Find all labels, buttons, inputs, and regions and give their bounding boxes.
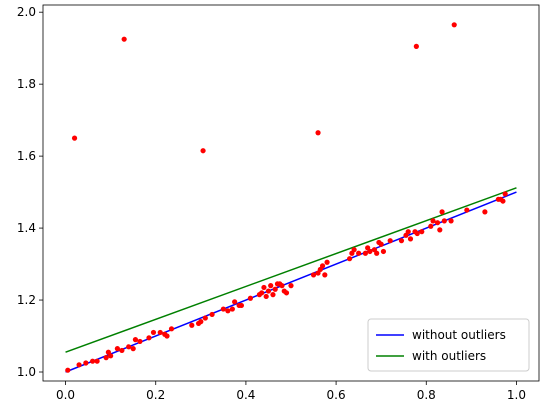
y-tick-label: 1.2	[17, 293, 36, 307]
data-point	[451, 22, 457, 28]
data-point	[279, 283, 285, 289]
data-point	[209, 311, 215, 318]
y-tick-label: 1.4	[17, 221, 36, 235]
data-point	[65, 367, 71, 373]
data-point	[130, 346, 136, 352]
data-point	[114, 346, 120, 352]
x-tick-label: 0.2	[146, 388, 165, 402]
data-point	[150, 329, 157, 336]
data-point	[374, 250, 380, 256]
x-tick-label: 0.0	[56, 388, 75, 402]
x-tick-label: 0.4	[236, 388, 255, 402]
data-point	[200, 148, 206, 154]
data-point	[437, 227, 443, 233]
data-point	[439, 209, 445, 215]
data-point	[157, 329, 163, 336]
data-point	[261, 284, 267, 291]
data-point	[121, 36, 127, 42]
data-point	[434, 220, 441, 226]
legend-label: with outliers	[412, 349, 486, 363]
axes: 0.0 0.2 0.4 0.6 0.8 1.0 1.0 1.2 1.4 1.6 1.8 2.0	[17, 4, 540, 402]
data-point	[500, 198, 506, 204]
data-point	[482, 209, 488, 215]
data-point	[502, 191, 508, 197]
data-point	[419, 229, 425, 235]
axes-frame	[42, 4, 540, 382]
data-point	[283, 290, 290, 296]
data-point	[259, 290, 265, 296]
x-tick-label: 1.0	[507, 388, 526, 402]
data-point	[265, 288, 272, 294]
data-point	[398, 238, 405, 244]
data-point	[367, 248, 373, 255]
data-point	[405, 229, 411, 235]
data-point	[103, 355, 109, 361]
x-tick-label: 0.8	[417, 388, 436, 402]
legend-box	[367, 318, 530, 372]
y-tick-label: 1.8	[17, 77, 36, 91]
data-point	[132, 337, 139, 343]
data-point	[263, 293, 269, 300]
data-point	[232, 299, 238, 305]
data-point	[464, 207, 470, 213]
legend-label: without outliers	[412, 328, 506, 342]
y-tick-label: 1.0	[17, 365, 36, 379]
data-point	[76, 362, 82, 368]
data-point	[347, 256, 353, 262]
data-point	[90, 358, 96, 364]
data-point	[71, 135, 78, 141]
data-point	[268, 283, 274, 289]
data-point	[441, 218, 447, 224]
data-point	[310, 272, 317, 278]
data-point	[119, 347, 125, 354]
data-point	[351, 247, 357, 253]
data-point	[319, 263, 326, 269]
data-point	[94, 358, 100, 364]
data-point	[380, 248, 387, 255]
data-point	[315, 130, 321, 136]
data-point	[164, 333, 170, 339]
data-point	[202, 315, 208, 321]
data-point	[430, 218, 436, 224]
data-point	[428, 223, 434, 229]
data-point	[414, 230, 420, 237]
data-point	[322, 272, 328, 278]
data-point	[378, 241, 384, 247]
data-point	[272, 286, 278, 292]
legend: without outliers with outliers	[367, 318, 530, 372]
data-point	[270, 292, 276, 298]
data-point	[126, 344, 132, 350]
data-point	[238, 302, 244, 309]
data-point	[247, 295, 254, 301]
data-point	[288, 283, 294, 289]
data-point	[407, 236, 414, 242]
plot-area	[65, 22, 517, 373]
data-point	[105, 349, 111, 355]
data-point	[168, 326, 175, 332]
data-point	[198, 319, 204, 325]
data-point	[83, 360, 89, 366]
data-point	[220, 306, 226, 312]
data-point	[225, 308, 231, 314]
series-line-with-outliers	[65, 187, 517, 353]
x-tick-label: 0.6	[327, 388, 346, 402]
data-point	[362, 250, 368, 256]
data-point	[413, 43, 419, 49]
data-point	[324, 259, 330, 265]
data-point	[137, 338, 143, 345]
data-point	[356, 250, 362, 256]
data-point	[189, 322, 195, 328]
data-point	[448, 218, 454, 224]
data-point	[146, 335, 152, 341]
data-point	[387, 238, 393, 244]
y-tick-label: 2.0	[17, 5, 36, 19]
data-point	[229, 306, 235, 312]
y-tick-label: 1.6	[17, 149, 36, 163]
